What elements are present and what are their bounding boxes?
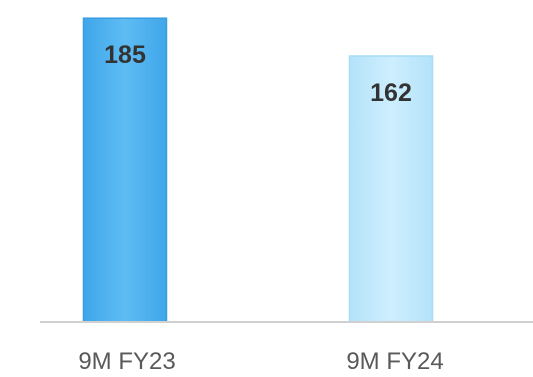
labels-layer: 185 9M FY23 162 9M FY24 <box>78 41 443 375</box>
bar-9m-fy24 <box>348 55 434 323</box>
x-tick-label: 9M FY24 <box>346 348 443 375</box>
x-tick-label: 9M FY23 <box>78 348 175 375</box>
data-label: 185 <box>104 41 146 69</box>
bar-9m-fy23 <box>82 17 168 323</box>
bars-layer <box>82 17 434 323</box>
data-label: 162 <box>370 79 412 107</box>
